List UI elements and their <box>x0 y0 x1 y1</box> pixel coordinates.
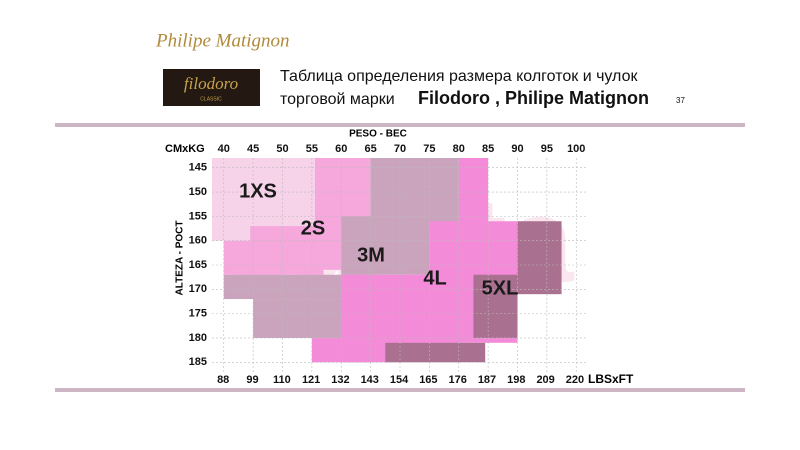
y-tick-label: 145 <box>189 162 207 174</box>
title-brands: Filodoro , Philipe Matignon <box>418 88 649 108</box>
x-axis-title: PESO - BEC <box>349 129 407 140</box>
x2-tick-label: 121 <box>302 374 320 386</box>
x-tick-label: 50 <box>276 143 288 155</box>
title-line: Таблица определения размера колготок и ч… <box>280 68 638 85</box>
size-label: 3M <box>357 244 385 266</box>
y-tick-label: 150 <box>189 186 207 198</box>
x2-tick-label: 99 <box>246 374 258 386</box>
size-region <box>385 342 486 363</box>
x2-tick-label: 154 <box>390 374 409 386</box>
x2-tick-label: 132 <box>331 374 349 386</box>
y-axis-title: ALTEZA - POCT <box>175 221 186 296</box>
size-label: 2S <box>301 217 325 239</box>
logo-box <box>163 69 260 106</box>
x-tick-label: 40 <box>218 143 230 155</box>
size-region <box>223 240 324 275</box>
x2-tick-label: 220 <box>566 374 584 386</box>
title-line: торговой марки <box>280 91 395 108</box>
x-tick-label: 95 <box>541 143 553 155</box>
x2-tick-label: 209 <box>536 374 554 386</box>
x-tick-label: 70 <box>394 143 406 155</box>
size-region <box>341 216 430 275</box>
divider <box>55 388 745 392</box>
x2-tick-label: 187 <box>478 374 496 386</box>
x-tick-label: 45 <box>247 143 259 155</box>
logo-sub: CLASSIC <box>200 96 222 102</box>
page-number: 37 <box>676 96 685 105</box>
x-tick-label: 90 <box>511 143 523 155</box>
x2-tick-label: 143 <box>361 374 379 386</box>
y-tick-label: 160 <box>189 235 207 247</box>
x2-tick-label: 88 <box>217 374 229 386</box>
size-label: 5XL <box>482 277 519 299</box>
x2-tick-label: 110 <box>273 374 291 386</box>
y-tick-label: 180 <box>189 332 207 344</box>
x-tick-label: 65 <box>365 143 377 155</box>
size-label: 4L <box>423 267 446 289</box>
x-tick-label: 75 <box>423 143 435 155</box>
y-tick-label: 155 <box>189 210 207 222</box>
x2-tick-label: 198 <box>507 374 525 386</box>
size-region <box>473 274 518 338</box>
x-tick-label: 55 <box>306 143 318 155</box>
size-region <box>458 158 489 231</box>
y-tick-label: 175 <box>189 308 207 320</box>
size-region <box>517 221 562 295</box>
y-tick-label: 165 <box>189 259 207 271</box>
y-tick-label: 185 <box>189 356 207 368</box>
x2-tick-label: 165 <box>419 374 437 386</box>
x-unit: CMxKG <box>165 143 205 155</box>
brand-logo: Philipe Matignon <box>155 30 290 51</box>
size-label: 1XS <box>239 180 277 202</box>
x-tick-label: 85 <box>482 143 494 155</box>
x-tick-label: 80 <box>453 143 465 155</box>
x2-unit: LBSxFT <box>588 372 634 386</box>
chart: 1XS 2S 3M 4L 5XL 40 45 50 55 60 65 70 75 80 85 90 95 100 8… <box>165 129 634 387</box>
logo-name: filodoro <box>184 74 238 93</box>
divider <box>55 123 745 127</box>
y-tick-label: 170 <box>189 283 207 295</box>
x-tick-label: 60 <box>335 143 347 155</box>
x-tick-label: 100 <box>567 143 585 155</box>
x2-tick-label: 176 <box>449 374 467 386</box>
